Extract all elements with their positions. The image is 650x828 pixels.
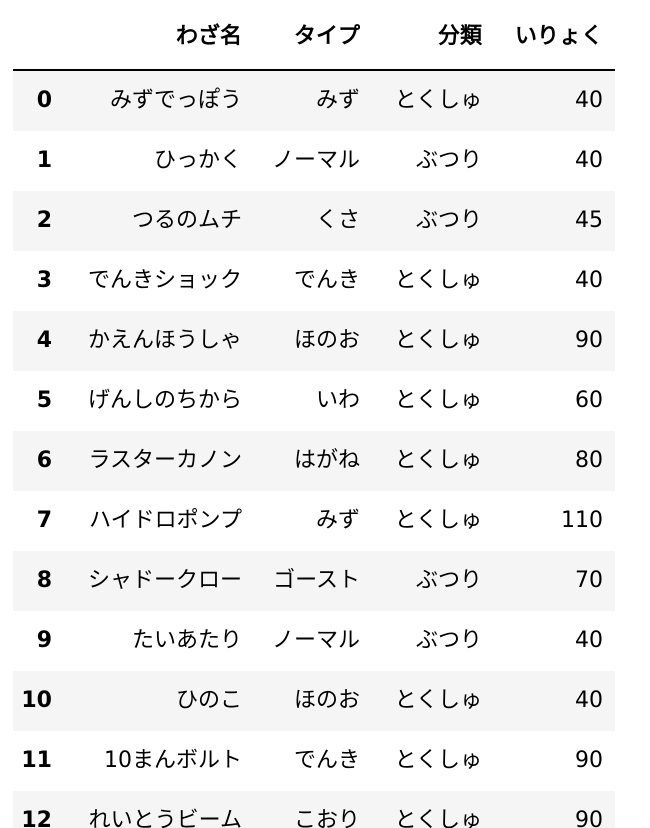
move-type: ほのお bbox=[293, 688, 360, 713]
row-stripe bbox=[13, 431, 615, 491]
header-rule bbox=[13, 69, 615, 71]
row-index: 4 bbox=[36, 328, 52, 353]
move-power: 40 bbox=[575, 88, 603, 113]
move-category: とくしゅ bbox=[394, 508, 482, 533]
move-name: ハイドロポンプ bbox=[89, 508, 242, 533]
move-category: とくしゅ bbox=[394, 808, 482, 828]
row-index: 11 bbox=[21, 748, 52, 773]
move-name: たいあたり bbox=[131, 628, 242, 653]
move-type: でんき bbox=[293, 268, 360, 293]
row-index: 3 bbox=[36, 268, 52, 293]
move-category: とくしゅ bbox=[394, 448, 482, 473]
move-name: みずでっぽう bbox=[109, 88, 242, 113]
move-name: ラスターカノン bbox=[88, 448, 242, 473]
move-name: げんしのちから bbox=[87, 388, 242, 413]
row-index: 6 bbox=[36, 448, 52, 473]
row-index: 5 bbox=[36, 388, 52, 413]
move-power: 90 bbox=[575, 328, 603, 353]
move-power: 40 bbox=[575, 688, 603, 713]
row-stripe bbox=[13, 191, 615, 251]
move-power: 45 bbox=[575, 208, 603, 233]
row-index: 12 bbox=[21, 808, 52, 828]
move-category: ぶつり bbox=[415, 148, 482, 173]
row-index: 0 bbox=[36, 88, 52, 113]
move-name: でんきショック bbox=[87, 268, 242, 293]
move-category: とくしゅ bbox=[394, 328, 482, 353]
column-header: タイプ bbox=[293, 24, 360, 49]
move-name: シャドークロー bbox=[87, 568, 242, 593]
column-header: いりょく bbox=[514, 24, 603, 49]
move-name: 10まんボルト bbox=[104, 748, 242, 773]
move-name: かえんほうしゃ bbox=[87, 328, 242, 353]
move-category: ぶつり bbox=[415, 628, 482, 653]
move-type: ゴースト bbox=[273, 568, 360, 593]
row-index: 9 bbox=[36, 628, 52, 653]
row-stripe bbox=[13, 311, 615, 371]
move-power: 110 bbox=[561, 508, 603, 533]
row-stripe bbox=[13, 71, 615, 131]
move-type: くさ bbox=[315, 208, 360, 233]
move-name: れいとうビーム bbox=[88, 808, 242, 828]
move-type: みず bbox=[315, 88, 360, 113]
row-stripe bbox=[13, 551, 615, 611]
move-power: 70 bbox=[575, 568, 603, 593]
column-header: わざ名 bbox=[175, 24, 242, 49]
move-power: 90 bbox=[575, 808, 603, 828]
move-type: ほのお bbox=[293, 328, 360, 353]
row-index: 1 bbox=[36, 148, 52, 173]
move-name: ひっかく bbox=[153, 148, 242, 173]
row-index: 2 bbox=[36, 208, 52, 233]
move-type: はがね bbox=[293, 448, 360, 473]
row-index: 10 bbox=[21, 688, 52, 713]
move-category: とくしゅ bbox=[394, 388, 482, 413]
move-type: でんき bbox=[293, 748, 360, 773]
move-category: ぶつり bbox=[415, 208, 482, 233]
move-type: こおり bbox=[293, 808, 360, 828]
move-power: 90 bbox=[575, 748, 603, 773]
move-name: つるのムチ bbox=[131, 208, 242, 233]
move-category: とくしゅ bbox=[394, 88, 482, 113]
row-index: 8 bbox=[36, 568, 52, 593]
move-power: 40 bbox=[575, 628, 603, 653]
column-header: 分類 bbox=[437, 24, 482, 49]
move-type: ノーマル bbox=[271, 628, 360, 653]
row-index: 7 bbox=[36, 508, 52, 533]
move-category: ぶつり bbox=[415, 568, 482, 593]
move-category: とくしゅ bbox=[394, 748, 482, 773]
move-type: みず bbox=[315, 508, 360, 533]
move-power: 40 bbox=[575, 268, 603, 293]
move-category: とくしゅ bbox=[394, 688, 482, 713]
move-type: ノーマル bbox=[271, 148, 360, 173]
move-power: 80 bbox=[575, 448, 603, 473]
move-name: ひのこ bbox=[175, 688, 242, 713]
move-type: いわ bbox=[315, 388, 360, 413]
move-power: 60 bbox=[575, 388, 603, 413]
row-stripe bbox=[13, 671, 615, 731]
move-category: とくしゅ bbox=[394, 268, 482, 293]
row-stripe bbox=[13, 791, 615, 828]
move-power: 40 bbox=[575, 148, 603, 173]
